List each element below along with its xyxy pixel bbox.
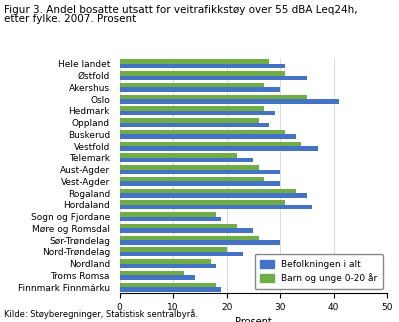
X-axis label: Prosent: Prosent [235, 317, 272, 322]
Bar [120, 130, 285, 134]
Bar [120, 212, 216, 217]
Bar [120, 283, 216, 287]
Text: Figur 3. Andel bosatte utsatt for veitrafikkstøy over 55 dBA Leq24h,: Figur 3. Andel bosatte utsatt for veitra… [4, 5, 358, 15]
Bar [120, 99, 339, 104]
Bar [120, 275, 195, 280]
Bar [120, 146, 318, 151]
Bar [120, 158, 253, 162]
Text: etter fylke. 2007. Prosent: etter fylke. 2007. Prosent [4, 14, 136, 24]
Bar [120, 247, 227, 252]
Bar [120, 200, 285, 205]
Bar [120, 134, 296, 139]
Bar [120, 64, 285, 68]
Bar [120, 106, 264, 111]
Bar [120, 71, 285, 76]
Bar [120, 189, 296, 193]
Bar [120, 87, 280, 92]
Text: Kilde: Støyberegninger, Statistisk sentralbyrå.: Kilde: Støyberegninger, Statistisk sentr… [4, 309, 198, 319]
Bar [120, 236, 259, 240]
Bar [120, 123, 269, 127]
Bar [120, 287, 221, 292]
Bar [120, 177, 264, 181]
Legend: Befolkningen i alt, Barn og unge 0-20 år: Befolkningen i alt, Barn og unge 0-20 år [255, 254, 383, 289]
Bar [120, 83, 264, 87]
Bar [120, 228, 253, 233]
Bar [120, 224, 237, 228]
Bar [120, 240, 280, 245]
Bar [120, 118, 259, 123]
Bar [120, 181, 280, 186]
Bar [120, 205, 312, 209]
Bar [120, 193, 307, 198]
Bar [120, 170, 280, 174]
Bar [120, 95, 307, 99]
Bar [120, 252, 243, 256]
Bar [120, 165, 259, 170]
Bar [120, 76, 307, 80]
Bar [120, 264, 216, 268]
Bar [120, 142, 302, 146]
Bar [120, 259, 211, 264]
Bar [120, 111, 275, 115]
Bar [120, 271, 184, 275]
Bar [120, 59, 269, 64]
Bar [120, 217, 221, 221]
Bar [120, 153, 237, 158]
